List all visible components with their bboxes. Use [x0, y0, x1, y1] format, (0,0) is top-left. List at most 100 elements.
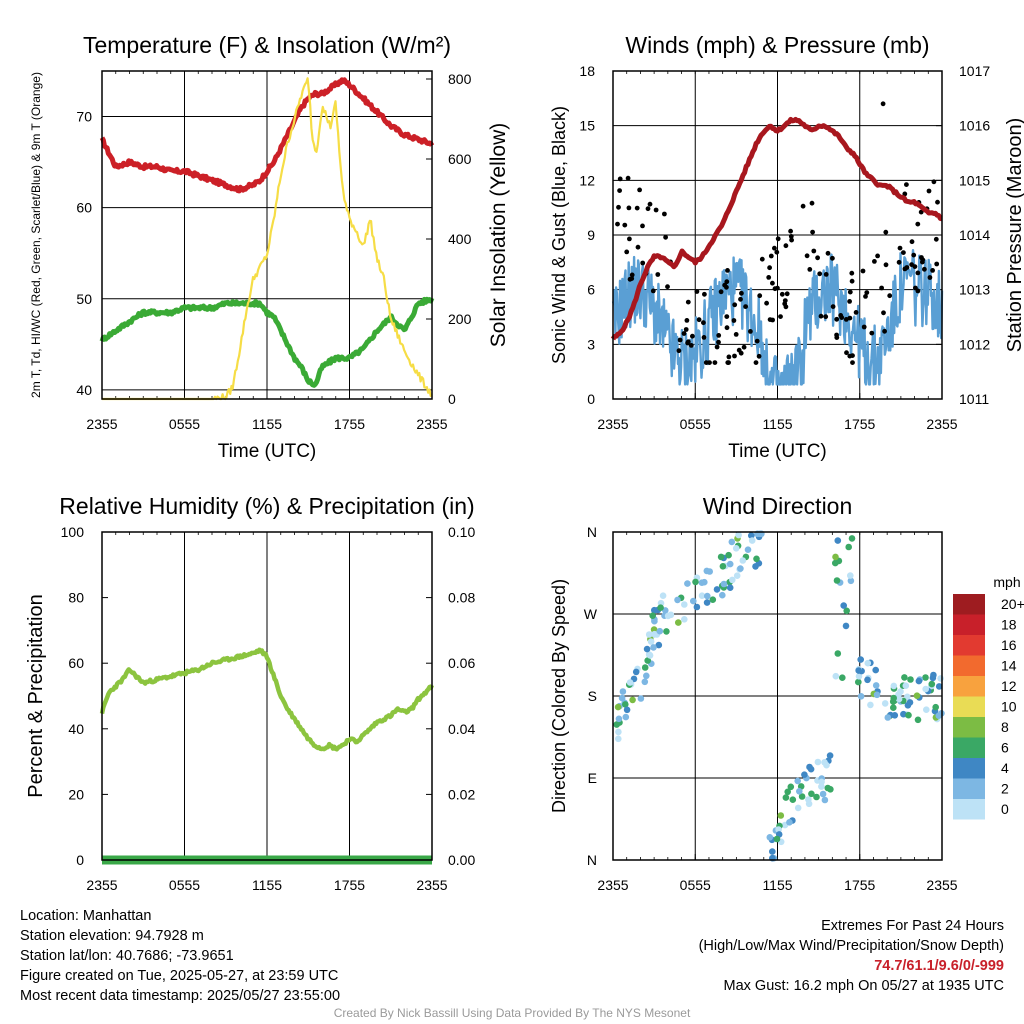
- direction-point: [891, 712, 899, 719]
- y-tick-label-right: 400: [448, 231, 472, 247]
- gust-point: [663, 234, 668, 240]
- y-tick-label-left: W: [584, 606, 598, 622]
- gust-point: [738, 296, 743, 302]
- gust-point: [817, 271, 823, 277]
- direction-point: [819, 790, 827, 798]
- gust-point: [931, 179, 937, 185]
- direction-point: [935, 712, 943, 719]
- y-tick-label-left: 60: [68, 655, 84, 671]
- gust-point: [653, 207, 659, 213]
- gust-point: [703, 360, 709, 365]
- direction-point: [615, 735, 622, 743]
- gust-point: [775, 285, 780, 291]
- gust-point: [724, 325, 730, 331]
- direction-point: [932, 703, 939, 711]
- direction-point: [794, 804, 802, 812]
- humidity-line: [99, 647, 435, 752]
- gust-point: [645, 206, 651, 212]
- dewpoint-line: [99, 296, 435, 388]
- direction-point: [832, 553, 839, 561]
- direction-point: [826, 752, 834, 759]
- gust-point: [629, 272, 635, 278]
- legend-swatch: [953, 696, 985, 717]
- direction-point: [651, 606, 658, 614]
- gust-point: [731, 318, 737, 323]
- gust-point: [784, 291, 790, 297]
- gust-point: [754, 338, 760, 344]
- gust-point: [770, 317, 775, 323]
- direction-point: [720, 580, 728, 588]
- x-tick-label: 1755: [334, 877, 365, 893]
- direction-point: [834, 537, 842, 544]
- legend-label: 4: [1001, 760, 1009, 776]
- gust-point: [616, 204, 621, 210]
- gust-point: [685, 299, 691, 305]
- direction-point: [915, 677, 923, 685]
- gust-point: [634, 205, 640, 211]
- direction-point: [821, 759, 828, 766]
- direction-point: [753, 555, 760, 563]
- gust-point: [911, 252, 917, 258]
- direction-point: [832, 559, 839, 567]
- gust-point: [815, 255, 820, 261]
- gust-point: [809, 200, 815, 206]
- gust-point: [712, 360, 718, 365]
- direction-point: [698, 592, 706, 599]
- x-axis-label: Time (UTC): [728, 441, 827, 462]
- direction-point: [832, 672, 840, 680]
- gust-point: [872, 259, 877, 264]
- y-tick-label-right: 1014: [959, 227, 990, 243]
- direction-point: [623, 706, 631, 714]
- y-tick-label-left: 3: [587, 336, 595, 352]
- direction-point: [930, 671, 937, 679]
- direction-point: [847, 572, 854, 579]
- direction-point: [647, 638, 655, 645]
- y-tick-label-left: 60: [76, 200, 92, 216]
- gust-point: [724, 279, 730, 285]
- direction-point: [789, 796, 797, 803]
- x-tick-label: 0555: [169, 877, 200, 893]
- direction-point: [663, 628, 670, 635]
- direction-point: [821, 796, 829, 804]
- direction-point: [901, 674, 908, 681]
- legend-swatch: [953, 676, 985, 697]
- gust-point: [843, 317, 849, 322]
- y-tick-label-left: 0: [587, 391, 595, 407]
- direction-point: [782, 794, 790, 801]
- gust-point: [788, 234, 794, 239]
- direction-point: [923, 706, 930, 713]
- direction-point: [637, 695, 645, 702]
- gust-point: [685, 340, 691, 346]
- y-tick-label-left: 20: [68, 786, 84, 802]
- direction-point: [897, 688, 904, 695]
- gust-point: [640, 223, 645, 229]
- gust-point: [716, 333, 722, 338]
- gust-point: [716, 339, 721, 345]
- gust-point: [753, 360, 759, 365]
- direction-point: [641, 664, 649, 671]
- gust-point: [778, 314, 783, 319]
- x-tick-label: 1755: [334, 416, 365, 432]
- gust-point: [930, 268, 935, 273]
- direction-point: [622, 701, 629, 708]
- y-tick-label-left: 12: [579, 172, 595, 188]
- direction-point: [644, 657, 651, 664]
- direction-point: [905, 711, 912, 719]
- gust-point: [860, 268, 866, 274]
- direction-point: [641, 678, 649, 686]
- chart-title: Wind Direction: [703, 493, 853, 519]
- gust-point: [650, 288, 656, 294]
- direction-point: [818, 778, 825, 786]
- gust-point: [782, 298, 788, 303]
- x-tick-label: 2355: [597, 416, 628, 432]
- y-tick-label-right: 1013: [959, 282, 990, 298]
- gust-point: [756, 353, 762, 359]
- y-tick-label-left: 50: [76, 291, 92, 307]
- direction-point: [675, 619, 682, 626]
- gust-point: [863, 294, 868, 299]
- y-tick-label-right: 0.02: [448, 786, 475, 802]
- y-tick-label-left: N: [587, 852, 597, 868]
- y-tick-label-right: 1017: [959, 63, 990, 79]
- gust-point: [918, 209, 924, 215]
- legend-label: 0: [1001, 801, 1009, 817]
